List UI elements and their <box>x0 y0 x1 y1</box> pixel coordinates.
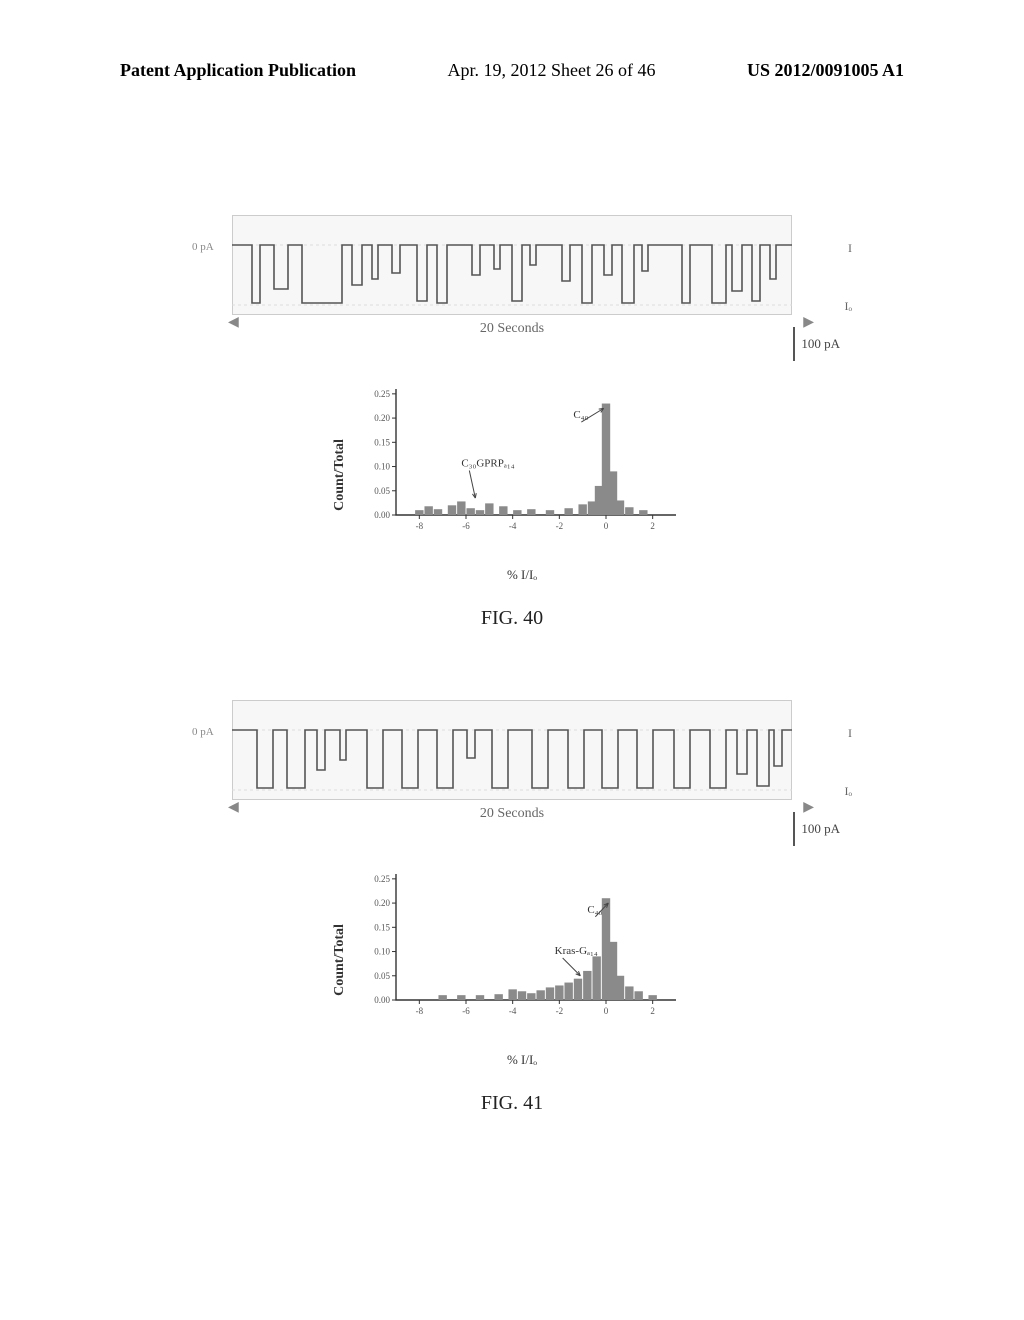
svg-text:0: 0 <box>604 1006 609 1016</box>
fig40-hist-ylabel: Count/Total <box>332 439 348 511</box>
svg-text:0.15: 0.15 <box>374 922 390 932</box>
header-left: Patent Application Publication <box>120 60 356 81</box>
svg-text:0.00: 0.00 <box>374 995 390 1005</box>
fig41-hist-svg: 0.00 0.05 0.10 0.15 0.20 0.25 -8 -6 -4 -2 0 2 Kras-G… <box>362 870 682 1020</box>
svg-text:0.20: 0.20 <box>374 413 390 423</box>
scale-tick-icon <box>793 812 795 846</box>
svg-text:0.05: 0.05 <box>374 971 390 981</box>
svg-text:Kras-Gₐ₁₄: Kras-Gₐ₁₄ <box>555 945 598 957</box>
svg-text:2: 2 <box>650 521 655 531</box>
fig40-span-label: 20 Seconds <box>232 321 792 337</box>
header-right: US 2012/0091005 A1 <box>747 60 904 81</box>
figure-40: 0 pA I Iₒ ◀ 20 Seconds ▶ 100 pA Count/To… <box>0 215 1024 630</box>
fig41-caption: FIG. 41 <box>0 1092 1024 1115</box>
svg-text:0.25: 0.25 <box>374 389 390 399</box>
fig40-scale-label: 100 pA <box>801 336 840 352</box>
svg-text:0.15: 0.15 <box>374 437 390 447</box>
svg-text:0.05: 0.05 <box>374 486 390 496</box>
svg-text:C₃₀GPRPₐ₁₄: C₃₀GPRPₐ₁₄ <box>461 458 514 470</box>
svg-text:-8: -8 <box>416 521 424 531</box>
svg-text:0.10: 0.10 <box>374 947 390 957</box>
svg-text:0.00: 0.00 <box>374 510 390 520</box>
svg-text:0: 0 <box>604 521 609 531</box>
fig40-scale-bar: 100 pA <box>793 327 840 361</box>
fig40-I-label: I <box>848 241 852 256</box>
fig41-trace: 0 pA I Iₒ ◀ 20 Seconds ▶ 100 pA <box>192 700 832 820</box>
svg-text:-4: -4 <box>509 1006 517 1016</box>
header-center: Apr. 19, 2012 Sheet 26 of 46 <box>448 60 656 81</box>
fig41-hist-xlabel: % I/Iₒ <box>362 1052 682 1068</box>
fig40-trace: 0 pA I Iₒ ◀ 20 Seconds ▶ 100 pA <box>192 215 832 335</box>
figure-41: 0 pA I Iₒ ◀ 20 Seconds ▶ 100 pA Count/To… <box>0 700 1024 1115</box>
fig40-histogram: Count/Total 0.00 0.05 0.10 0.15 0.20 0.25 -8 -6… <box>322 375 702 575</box>
page-header: Patent Application Publication Apr. 19, … <box>0 60 1024 81</box>
svg-text:0.20: 0.20 <box>374 898 390 908</box>
svg-text:-6: -6 <box>462 521 470 531</box>
fig41-span-label: 20 Seconds <box>232 806 792 822</box>
fig41-zero-label: 0 pA <box>192 726 214 738</box>
svg-text:-8: -8 <box>416 1006 424 1016</box>
fig41-trace-svg <box>232 700 792 800</box>
svg-text:-4: -4 <box>509 521 517 531</box>
fig41-I-label: I <box>848 726 852 741</box>
fig40-hist-xlabel: % I/Iₒ <box>362 567 682 583</box>
fig41-histogram: Count/Total 0.00 0.05 0.10 0.15 0.20 0.25 -8 -6… <box>322 860 702 1060</box>
fig41-scale-bar: 100 pA <box>793 812 840 846</box>
fig40-caption: FIG. 40 <box>0 607 1024 630</box>
svg-text:0.25: 0.25 <box>374 874 390 884</box>
svg-text:C₄₀: C₄₀ <box>587 904 602 916</box>
svg-text:0.10: 0.10 <box>374 462 390 472</box>
svg-text:C₄₀: C₄₀ <box>573 409 588 421</box>
fig41-scale-label: 100 pA <box>801 821 840 837</box>
svg-text:-2: -2 <box>556 521 564 531</box>
fig40-zero-label: 0 pA <box>192 241 214 253</box>
fig40-hist-svg: 0.00 0.05 0.10 0.15 0.20 0.25 -8 -6 -4 -2 0 2 C₃₀GPR… <box>362 385 682 535</box>
svg-text:-2: -2 <box>556 1006 564 1016</box>
svg-text:2: 2 <box>650 1006 655 1016</box>
fig40-Io-label: Iₒ <box>845 299 852 314</box>
fig41-hist-ylabel: Count/Total <box>332 924 348 996</box>
svg-text:-6: -6 <box>462 1006 470 1016</box>
scale-tick-icon <box>793 327 795 361</box>
fig40-trace-svg <box>232 215 792 315</box>
fig41-Io-label: Iₒ <box>845 784 852 799</box>
